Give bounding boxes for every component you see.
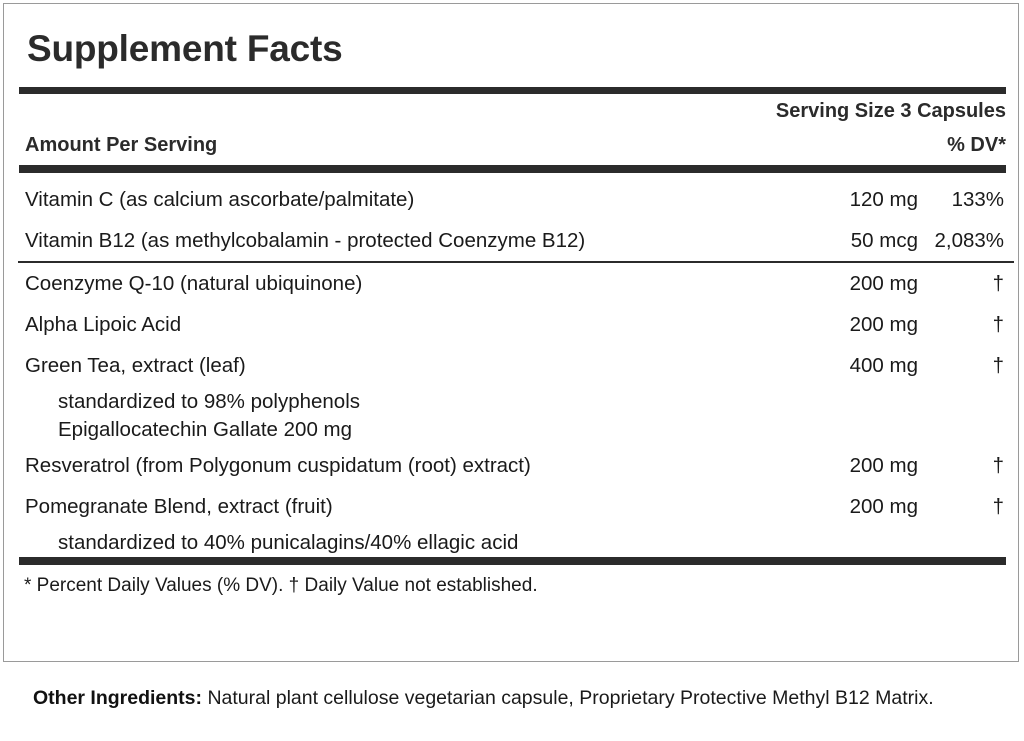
rule-under-title (19, 87, 1006, 94)
title-spacer (18, 67, 1007, 87)
table-row: Vitamin B12 (as methylcobalamin - protec… (18, 220, 1014, 264)
nutrient-amount: 200 mg (849, 495, 918, 519)
table-row: Alpha Lipoic Acid 200 mg † (18, 304, 1014, 345)
nutrient-amount (808, 386, 926, 416)
nutrient-table-body: Vitamin C (as calcium ascorbate/palmitat… (18, 173, 1014, 557)
supplement-facts-panel: Supplement Facts Serving Size 3 Capsules… (3, 3, 1019, 662)
table-row: Resveratrol (from Polygonum cuspidatum (… (18, 445, 1014, 486)
nutrient-subname: standardized to 40% punicalagins/40% ell… (58, 531, 519, 555)
table-row-sub: standardized to 40% punicalagins/40% ell… (18, 527, 1014, 557)
amount-per-serving-header: Amount Per Serving % DV* (18, 124, 1007, 165)
nutrient-name: Alpha Lipoic Acid (25, 313, 182, 337)
nutrient-name: Vitamin C (as calcium ascorbate/palmitat… (25, 188, 415, 211)
rule-under-title-wrap (18, 87, 1007, 94)
other-ingredients-section: Other Ingredients: Natural plant cellulo… (33, 683, 1008, 713)
percent-dv-label: % DV* (947, 134, 1006, 156)
page-title: Supplement Facts (27, 28, 343, 69)
nutrient-dv: † (992, 272, 1004, 296)
other-ingredients-text: Natural plant cellulose vegetarian capsu… (202, 687, 934, 709)
table-row: Vitamin C (as calcium ascorbate/palmitat… (18, 173, 1014, 220)
nutrient-dv: 2,083% (926, 220, 1014, 264)
nutrient-name: Pomegranate Blend, extract (fruit) (25, 495, 333, 519)
nutrient-dv (926, 416, 1014, 445)
nutrient-dv: † (992, 354, 1004, 378)
nutrient-name: Coenzyme Q-10 (natural ubiquinone) (25, 272, 363, 296)
nutrient-amount: 50 mcg (808, 220, 926, 264)
serving-size: Serving Size 3 Capsules (775, 100, 1006, 122)
table-row: Coenzyme Q-10 (natural ubiquinone) 200 m… (18, 262, 1014, 304)
nutrient-subname: standardized to 98% polyphenols (58, 390, 361, 414)
daily-value-footnote: * Percent Daily Values (% DV). † Daily V… (24, 575, 538, 597)
nutrient-dv: † (992, 454, 1004, 478)
nutrient-amount: 200 mg (849, 313, 918, 337)
table-row: Green Tea, extract (leaf) 400 mg † (18, 345, 1014, 386)
rule-above-footnote-wrap (18, 557, 1007, 566)
nutrient-name: Resveratrol (from Polygonum cuspidatum (… (25, 454, 531, 478)
nutrient-dv (926, 527, 1014, 557)
nutrient-dv (926, 386, 1014, 416)
table-row: Pomegranate Blend, extract (fruit) 200 m… (18, 486, 1014, 527)
rule-above-footnote (19, 557, 1006, 566)
nutrient-amount: 200 mg (849, 454, 918, 478)
nutrient-subname: Epigallocatechin Gallate 200 mg (58, 418, 353, 442)
nutrient-amount: 400 mg (849, 354, 918, 378)
nutrient-amount: 200 mg (849, 272, 918, 296)
nutrient-table: Vitamin C (as calcium ascorbate/palmitat… (18, 173, 1014, 557)
table-row-sub: standardized to 98% polyphenols (18, 386, 1014, 416)
rule-under-header (19, 165, 1006, 173)
nutrient-amount (808, 527, 926, 557)
other-ingredients-label: Other Ingredients: (33, 687, 203, 709)
nutrient-amount: 120 mg (849, 188, 918, 211)
amount-per-serving-label: Amount Per Serving (25, 134, 218, 156)
nutrient-name: Green Tea, extract (leaf) (25, 354, 246, 378)
nutrient-amount (808, 416, 926, 445)
nutrient-dv: † (992, 495, 1004, 519)
rule-under-header-wrap (18, 165, 1007, 173)
table-row-sub: Epigallocatechin Gallate 200 mg (18, 416, 1014, 445)
nutrient-dv: 133% (951, 188, 1004, 211)
nutrient-name: Vitamin B12 (as methylcobalamin - protec… (18, 220, 808, 264)
nutrient-dv: † (992, 313, 1004, 337)
